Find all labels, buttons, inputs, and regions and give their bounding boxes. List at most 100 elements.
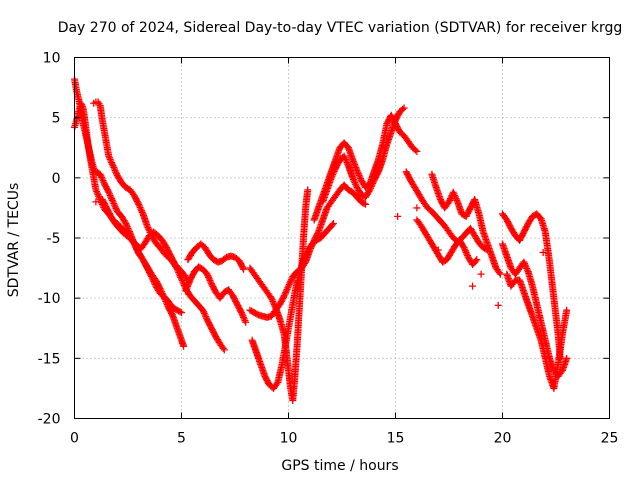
data-point [105, 190, 113, 198]
y-tick-label: -5 [47, 231, 61, 247]
data-point [270, 299, 278, 307]
data-point [178, 309, 185, 317]
y-tick-label: 0 [52, 171, 61, 187]
data-point [110, 201, 118, 209]
data-point [362, 200, 370, 208]
data-point [93, 189, 101, 197]
data-point [149, 276, 157, 284]
data-point [367, 183, 375, 191]
data-point [399, 105, 407, 113]
data-point [477, 270, 485, 278]
data-point [445, 198, 453, 206]
data-point [459, 242, 467, 250]
data-point [107, 157, 115, 165]
data-point [239, 312, 247, 320]
data-point [285, 282, 292, 290]
data-point [328, 172, 336, 180]
data-point [108, 159, 116, 167]
data-point [342, 157, 350, 165]
data-point [453, 196, 461, 204]
data-point [282, 287, 290, 295]
data-point [280, 293, 288, 301]
y-axis-label: SDTVAR / TECUs [6, 183, 22, 298]
data-point [452, 195, 460, 203]
data-point [207, 278, 215, 286]
data-point [106, 191, 114, 199]
data-point [413, 147, 421, 155]
x-tick-label: 0 [70, 431, 79, 447]
data-point [462, 248, 470, 256]
data-point [135, 202, 143, 210]
data-point [109, 162, 117, 170]
data-point [110, 165, 118, 173]
data-point [353, 167, 361, 175]
data-point [144, 224, 152, 232]
data-point [461, 245, 469, 253]
data-point [93, 187, 101, 195]
data-point [300, 254, 308, 262]
data-point [78, 102, 86, 110]
data-point [282, 289, 290, 297]
data-point [241, 317, 249, 325]
data-point [219, 344, 227, 352]
data-point [394, 212, 402, 220]
data-point [105, 188, 113, 196]
data-point [135, 200, 143, 208]
data-point [341, 154, 349, 162]
data-point [370, 171, 378, 179]
data-point [202, 314, 210, 322]
data-point [451, 193, 459, 201]
data-point [411, 146, 419, 154]
data-point [200, 309, 208, 317]
data-point [521, 260, 529, 268]
data-point [110, 163, 118, 171]
data-point [327, 174, 335, 182]
data-point [100, 178, 108, 186]
x-tick-label: 20 [494, 431, 512, 447]
data-point [268, 296, 276, 304]
data-point [105, 152, 113, 160]
data-point [111, 167, 119, 175]
data-point [112, 168, 120, 176]
data-point [238, 310, 246, 318]
data-point [201, 311, 209, 319]
data-point [122, 220, 130, 228]
data-point [202, 313, 210, 321]
data-point [99, 177, 107, 185]
data-point [460, 244, 468, 252]
data-points [71, 75, 571, 404]
data-point [108, 195, 116, 203]
data-point [283, 285, 291, 293]
data-point [136, 204, 144, 212]
data-point [145, 225, 153, 233]
data-point [539, 248, 547, 256]
data-point [98, 175, 106, 183]
data-point [267, 294, 275, 302]
data-point [351, 179, 359, 187]
data-point [179, 278, 187, 286]
data-point [520, 258, 528, 266]
data-point [523, 266, 531, 274]
data-point [451, 191, 459, 199]
data-point [148, 273, 156, 281]
data-point [205, 273, 213, 281]
data-point [281, 290, 289, 298]
x-tick-label: 25 [601, 431, 619, 447]
data-point [78, 101, 86, 109]
data-point [150, 279, 158, 287]
y-tick-label: -10 [38, 291, 61, 307]
data-point [242, 318, 250, 326]
data-point [352, 180, 360, 188]
data-point [180, 342, 188, 350]
data-point [237, 309, 245, 317]
data-point [563, 354, 571, 362]
data-point [301, 252, 309, 260]
data-point [205, 275, 213, 283]
data-point [356, 173, 364, 181]
x-tick-labels: 0 5 10 15 20 25 [70, 431, 618, 447]
data-point [204, 272, 212, 280]
data-point [330, 167, 338, 175]
data-point [340, 152, 348, 160]
data-point [349, 174, 357, 182]
data-point [104, 187, 112, 195]
